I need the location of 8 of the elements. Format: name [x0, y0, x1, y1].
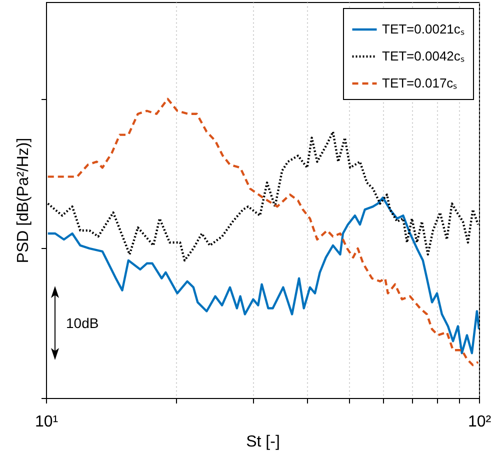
legend-label: TET=0.017cₛ	[382, 76, 458, 90]
x-axis-title: St [-]	[246, 434, 280, 450]
x-tick-label: 10²	[468, 414, 491, 430]
legend-label: TET=0.0021cₛ	[382, 22, 464, 36]
annotation: 10dB	[66, 315, 99, 331]
x-tick-label: 10¹	[34, 414, 58, 430]
legend-label: TET=0.0042cₛ	[382, 48, 464, 64]
y-axis-title: PSD [dB(Pa²/Hz)]	[15, 138, 32, 264]
